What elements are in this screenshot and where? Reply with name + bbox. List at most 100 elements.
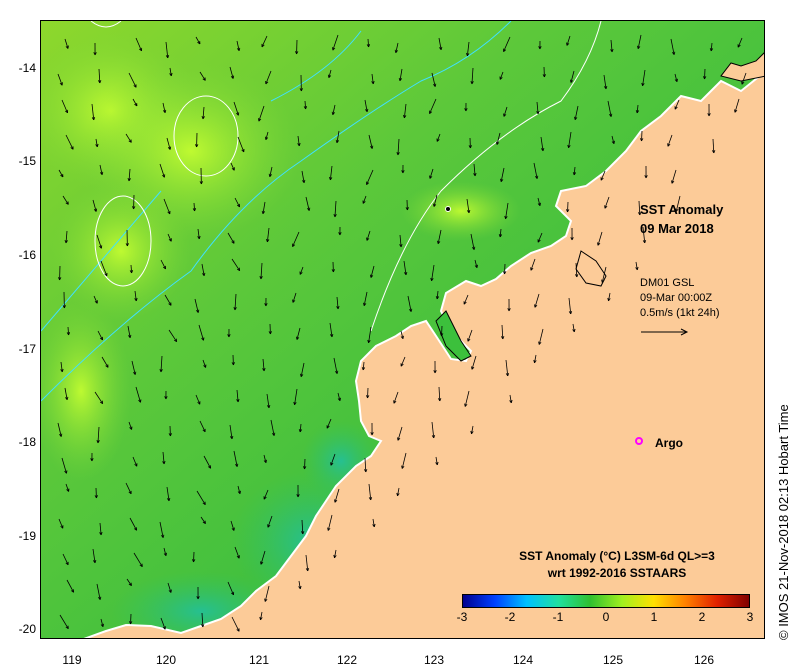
current-vector [91, 103, 95, 120]
current-vector-head [269, 174, 272, 178]
current-vector [397, 426, 403, 441]
current-vector [399, 234, 402, 247]
current-vector [505, 359, 509, 376]
current-vector [169, 67, 172, 76]
current-vector-head [537, 110, 540, 115]
current-vector-head [644, 239, 647, 244]
current-vector-head [667, 143, 671, 147]
current-vector [370, 265, 375, 278]
warm-anomaly-patch [51, 181, 191, 321]
current-vector-head [397, 493, 400, 497]
current-vector-head [399, 78, 403, 82]
depth-contour [41, 21, 512, 402]
current-vector [128, 168, 131, 181]
current-vector-head [467, 53, 470, 57]
current-vector [332, 34, 339, 51]
current-vector [371, 73, 374, 84]
current-vector [400, 356, 406, 367]
current-vector [97, 330, 103, 341]
current-vector [471, 355, 477, 370]
current-vector [636, 104, 639, 113]
current-vector [168, 329, 178, 342]
current-vector-head [262, 211, 266, 215]
sst-contour [173, 95, 239, 177]
current-vector [58, 518, 64, 529]
current-vector [333, 357, 338, 374]
current-vector-head [641, 138, 644, 142]
current-vector [229, 66, 234, 79]
current-vector [125, 482, 132, 495]
current-vector [230, 520, 235, 531]
current-vector [134, 290, 137, 301]
current-vector [501, 324, 504, 340]
current-vector [197, 228, 200, 239]
current-scale-arrowhead [680, 328, 689, 336]
current-vector-head [170, 433, 172, 437]
current-vector [540, 136, 544, 151]
current-vector [436, 290, 439, 299]
imos-credit: © IMOS 21-Nov-2018 02:13 Hobart Time [776, 404, 791, 640]
current-vector-head [239, 490, 241, 494]
current-vector-head [95, 208, 98, 212]
current-vector-head [264, 598, 268, 602]
current-vector-head [61, 368, 64, 373]
current-vector-head [201, 181, 203, 185]
map-title: SST Anomaly [640, 202, 724, 217]
current-vector [363, 291, 368, 306]
current-vector-head [130, 621, 133, 625]
current-vector [471, 67, 474, 84]
current-vector [304, 100, 306, 110]
current-vector [603, 74, 607, 89]
current-vector [159, 163, 165, 178]
current-vector-head [232, 75, 235, 79]
current-vector-head [366, 238, 370, 241]
current-vector-head [328, 75, 332, 78]
lat-tick-label: -17 [18, 342, 36, 356]
current-vector [509, 394, 512, 403]
current-vector [200, 516, 206, 524]
current-vector-head [94, 559, 97, 563]
current-vector [132, 456, 138, 467]
argo-label: Argo [655, 436, 683, 450]
current-vector-head [465, 108, 468, 112]
current-vector [203, 455, 211, 469]
current-vector [438, 37, 442, 50]
current-vector [166, 137, 171, 150]
warm-anomaly-patch [41, 301, 131, 481]
current-vector-head [639, 212, 642, 216]
island [720, 52, 764, 82]
current-vector-head [393, 400, 397, 404]
current-vector [734, 98, 740, 113]
current-vector [403, 260, 407, 275]
colorbar-tick: -1 [552, 610, 564, 624]
current-vector-head [439, 398, 442, 402]
current-vector [473, 163, 476, 176]
current-vector-head [576, 274, 579, 278]
current-vector-head [260, 617, 263, 621]
lat-tick-label: -20 [18, 622, 36, 636]
current-vector-head [400, 363, 404, 367]
current-vector-head [402, 335, 404, 339]
current-vector-head [198, 235, 201, 240]
current-vector [159, 521, 164, 538]
current-vector [537, 197, 541, 206]
lat-tick-label: -15 [18, 154, 36, 168]
current-vector-head [476, 264, 478, 268]
current-vector-head [436, 296, 440, 300]
current-vector [435, 456, 438, 465]
current-vector-head [93, 116, 96, 121]
current-vector [162, 102, 166, 113]
current-vector-head [165, 396, 168, 400]
current-vector [431, 72, 436, 87]
current-vector-head [405, 271, 408, 275]
current-vector [503, 36, 511, 52]
lon-tick-label: 120 [155, 653, 177, 667]
current-vector [575, 262, 578, 278]
current-vector [607, 100, 612, 117]
current-vector-head [237, 398, 240, 403]
current-vector-head [568, 145, 571, 149]
current-vector [96, 234, 102, 249]
current-vector [132, 98, 138, 107]
current-vector [167, 582, 172, 593]
current-vector [234, 293, 237, 310]
